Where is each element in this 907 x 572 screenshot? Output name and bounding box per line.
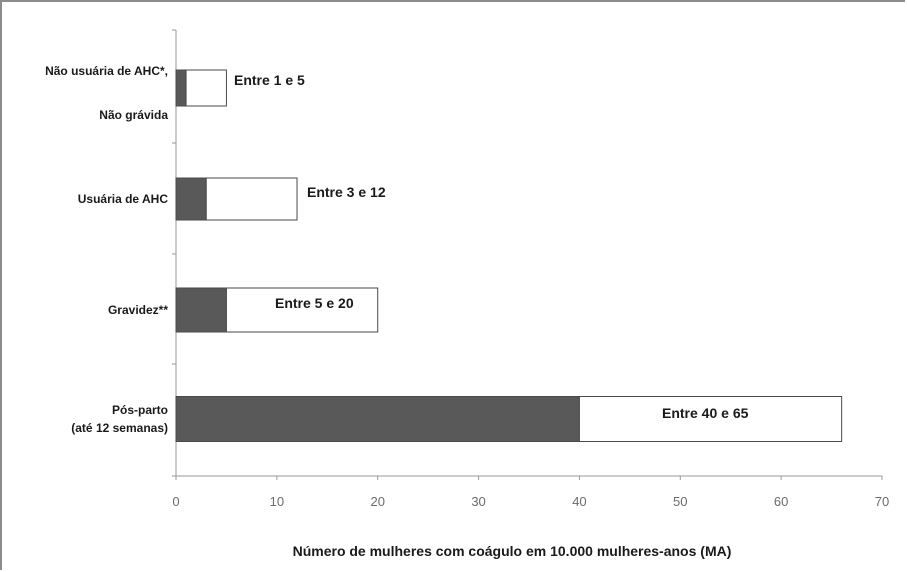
category-label: Pós-parto — [112, 403, 168, 417]
x-tick-label: 10 — [270, 494, 284, 509]
x-tick-label: 70 — [875, 494, 889, 509]
x-axis-title: Número de mulheres com coágulo em 10.000… — [293, 543, 732, 559]
bar-segment-dark — [175, 396, 580, 442]
x-tick-label: 0 — [172, 494, 179, 509]
bar-segment-dark — [175, 287, 227, 333]
data-label: Entre 1 e 5 — [234, 72, 305, 88]
category-label: Usuária de AHC — [78, 192, 169, 206]
category-label: (até 12 semanas) — [71, 421, 168, 435]
x-tick-label: 40 — [572, 494, 586, 509]
category-label: Não usuária de AHC*, — [45, 64, 168, 78]
x-tick-label: 50 — [673, 494, 687, 509]
bar-segment-light — [225, 287, 379, 333]
data-label: Entre 3 e 12 — [307, 184, 386, 200]
data-label: Entre 40 e 65 — [662, 405, 749, 421]
bar-segment-light — [578, 396, 843, 442]
bar-segment-light — [205, 177, 298, 221]
category-label: Não grávida — [99, 108, 168, 122]
bar-segment-dark — [175, 177, 207, 221]
x-tick-label: 20 — [370, 494, 384, 509]
x-tick-label: 30 — [471, 494, 485, 509]
bar-segment-light — [185, 69, 227, 107]
bar-segment-dark — [175, 69, 187, 107]
data-label: Entre 5 e 20 — [275, 295, 354, 311]
category-label: Gravidez** — [108, 303, 168, 317]
x-tick-label: 60 — [774, 494, 788, 509]
